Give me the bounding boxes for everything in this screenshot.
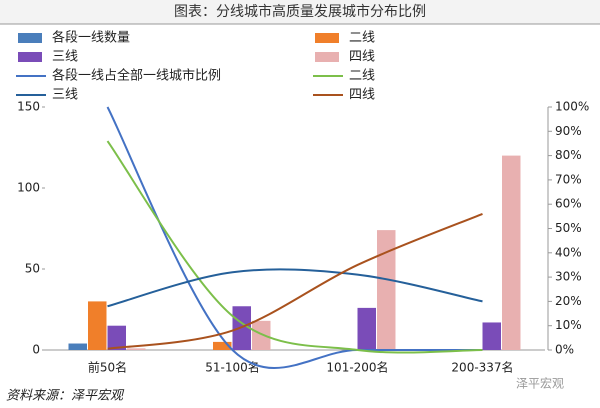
legend-swatch — [18, 33, 42, 43]
legend-swatch — [315, 52, 339, 62]
bar — [213, 341, 232, 350]
y-tick-label: 150 — [17, 100, 40, 114]
y2-tick-label: 70% — [555, 172, 582, 186]
y2-tick-label: 40% — [555, 245, 582, 259]
y2-tick-label: 60% — [555, 197, 582, 211]
x-tick-label: 前50名 — [88, 360, 127, 375]
bar — [357, 307, 376, 350]
legend-swatch — [18, 52, 42, 62]
y2-tick-label: 10% — [555, 318, 582, 332]
bar — [127, 348, 146, 350]
y2-tick-label: 100% — [555, 100, 589, 114]
bar — [88, 301, 107, 350]
legend-label: 各段一线占全部一线城市比例 — [52, 68, 221, 84]
x-tick-label: 101-200名 — [326, 360, 388, 375]
y-tick-label: 100 — [17, 181, 40, 195]
y2-tick-label: 80% — [555, 148, 582, 162]
legend-label: 二线 — [349, 69, 375, 84]
bar — [107, 325, 126, 350]
y2-tick-label: 0% — [555, 343, 574, 357]
legend-label: 三线 — [52, 50, 78, 65]
title-band — [0, 0, 600, 24]
legend-label: 四线 — [349, 50, 375, 65]
bar — [502, 155, 521, 350]
line — [107, 268, 483, 308]
bar — [68, 343, 87, 350]
y2-tick-label: 90% — [555, 124, 582, 138]
legend-label: 四线 — [349, 88, 375, 103]
y2-tick-label: 50% — [555, 221, 582, 235]
bar — [482, 322, 501, 350]
source: 资料来源：泽平宏观 — [6, 388, 125, 404]
y2-tick-label: 30% — [555, 270, 582, 284]
bar — [377, 230, 396, 350]
line — [107, 212, 483, 350]
y-tick-label: 0 — [32, 343, 40, 357]
line — [106, 106, 483, 369]
x-tick-label: 51-100名 — [205, 360, 260, 375]
legend-label: 二线 — [349, 31, 375, 46]
bar — [252, 320, 271, 350]
legend-label: 三线 — [52, 88, 78, 103]
y2-tick-label: 20% — [555, 294, 582, 308]
x-tick-label: 200-337名 — [451, 360, 513, 375]
legend-swatch — [315, 33, 339, 43]
y-tick-label: 50 — [25, 262, 40, 276]
chart-title: 图表：分线城市高质量发展城市分布比例 — [174, 3, 426, 20]
legend-label: 各段一线数量 — [52, 30, 130, 46]
watermark: 泽平宏观 — [516, 376, 564, 391]
line — [106, 140, 483, 354]
